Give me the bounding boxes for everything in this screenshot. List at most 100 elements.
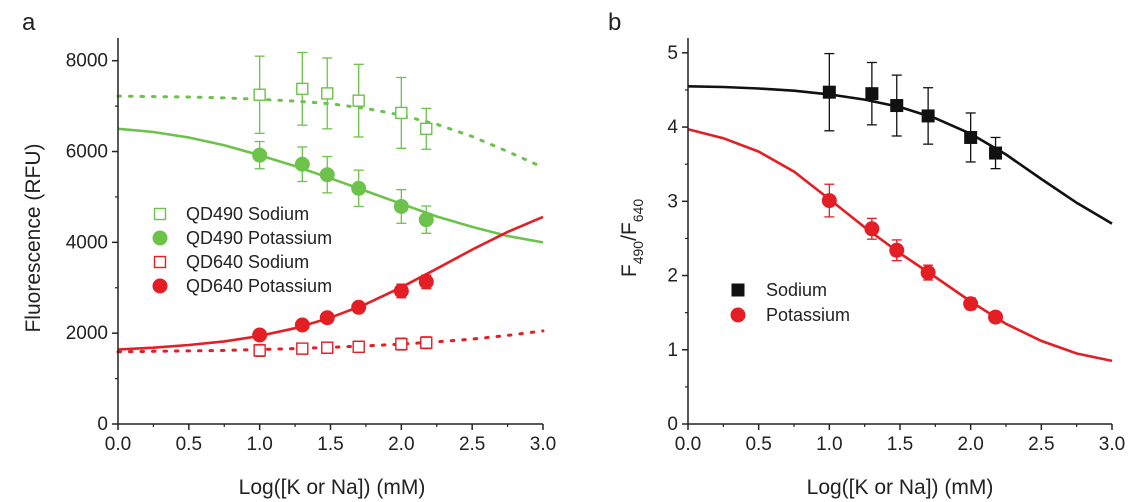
panel-a-qd640-sodium-legend-label: QD640 Sodium	[186, 252, 309, 272]
panel-a-qd490-potassium-fit-curve	[117, 127, 544, 244]
panel-a-chart: a 0.0 0.5 1.0 1.5 2.0 2.5 3.0 0 2000 4000 6000 8000…	[22, 9, 556, 499]
panel-a-qd640-sodium-point	[420, 336, 433, 349]
panel-a-qd640-potassium-point	[418, 274, 434, 290]
panel-a-qd490-sodium-point	[296, 82, 309, 96]
panel-a-y-tick-label: 2000	[66, 323, 108, 344]
panel-a-qd490-sodium-point	[253, 88, 266, 101]
panel-a-qd490-potassium-point	[294, 156, 310, 172]
panel-a-qd640-potassium-legend-label: QD640 Potassium	[186, 276, 332, 296]
panel-b-sodium-legend-label: Sodium	[766, 280, 827, 300]
panel-b-x-tick-label: 2.0	[957, 434, 983, 455]
panel-b-potassium-point	[864, 221, 880, 237]
panel-a-y-tick-label: 8000	[66, 51, 108, 72]
panel-b-y-tick-label: 0	[667, 414, 678, 435]
panel-a-qd640-potassium-point	[294, 317, 310, 333]
panel-b-y-tick-label: 2	[667, 266, 678, 287]
panel-a-qd490-potassium-legend-marker	[152, 230, 168, 246]
panel-a-qd490-potassium-series	[252, 140, 434, 234]
panel-b-x-tick-label: 0.0	[675, 434, 701, 455]
panel-a-x-tick-label: 1.5	[317, 434, 343, 455]
panel-a-qd490-potassium-point	[393, 198, 409, 214]
panel-a-qd640-potassium-point	[319, 310, 335, 326]
panel-b-label: b	[608, 9, 621, 36]
panel-a-qd490-sodium-series	[253, 51, 433, 150]
panel-a-x-axis-label: Log([K or Na]) (mM)	[239, 476, 426, 499]
panel-b-y-axis-label-main: F	[618, 264, 641, 277]
panel-b-y-tick-label: 1	[667, 340, 678, 361]
panel-b-potassium-series	[821, 183, 1004, 325]
panel-a-qd640-potassium-point	[351, 299, 367, 315]
panel-a-qd640-potassium-legend-marker	[152, 278, 168, 294]
panel-b-sodium-point	[989, 146, 1003, 160]
panel-a-qd640-potassium-point	[393, 283, 409, 299]
panel-a-x-tick-label: 3.0	[530, 434, 556, 455]
panel-a-qd490-sodium-fit-curve	[116, 94, 545, 169]
panel-a-qd640-sodium-legend-marker	[153, 255, 167, 269]
panel-b-sodium-point	[921, 109, 935, 123]
panel-b-legend: Sodium Potassium	[730, 280, 850, 325]
panel-b-chart: b 0.0 0.5 1.0 1.5 2.0 2.5 3.0 0 1 2 3 4 5 Log([K or …	[608, 9, 1125, 499]
panel-a-qd490-potassium-point	[418, 212, 434, 228]
panel-b-fit-layer	[687, 85, 1113, 363]
panel-a-qd490-sodium-legend-entry: QD490 Sodium	[153, 204, 309, 224]
panel-a-y-tick-label: 6000	[66, 142, 108, 163]
panel-a-axes: 0.0 0.5 1.0 1.5 2.0 2.5 3.0 0 2000 4000 6000 8000	[66, 38, 556, 455]
panel-b-y-tick-label: 4	[667, 117, 678, 138]
panel-a-qd640-sodium-fit-curve	[116, 329, 545, 354]
panel-a-x-tick-label: 0.0	[105, 434, 131, 455]
panel-b-potassium-point	[821, 193, 837, 209]
panel-a-qd490-potassium-legend-label: QD490 Potassium	[186, 228, 332, 248]
panel-b-potassium-legend-label: Potassium	[766, 305, 850, 325]
panel-a-qd490-sodium-legend-label: QD490 Sodium	[186, 204, 309, 224]
panel-a-qd640-sodium-series	[253, 336, 433, 357]
panel-a-y-tick-label: 0	[97, 414, 108, 435]
panel-a-qd490-potassium-point	[319, 167, 335, 183]
panel-b-potassium-point	[889, 242, 905, 258]
panel-b-y-axis-label: F490/F640	[618, 199, 646, 277]
panel-b-potassium-legend-marker	[730, 307, 746, 323]
panel-a-y-tick-label: 4000	[66, 232, 108, 253]
panel-a-qd490-potassium-point	[351, 180, 367, 196]
panel-b-x-tick-label: 1.0	[816, 434, 842, 455]
panel-a-x-tick-label: 2.0	[388, 434, 414, 455]
panel-a-x-tick-label: 1.0	[246, 434, 272, 455]
panel-a-qd490-sodium-point	[352, 94, 365, 107]
panel-a-qd640-sodium-point	[395, 337, 408, 351]
panel-a-qd490-sodium-legend-marker	[153, 207, 167, 221]
panel-b-point-layer	[821, 52, 1004, 325]
panel-a-label: a	[22, 9, 36, 36]
panel-a-qd490-potassium-legend-entry: QD490 Potassium	[152, 228, 332, 248]
panel-b-sodium-point	[964, 130, 978, 144]
panel-a-qd640-potassium-legend-entry: QD640 Potassium	[152, 276, 332, 296]
panel-b-sodium-point	[865, 87, 879, 101]
panel-b-sodium-legend-marker	[731, 283, 745, 297]
panel-b-x-tick-label: 0.5	[745, 434, 771, 455]
panel-b-y-tick-label: 5	[667, 43, 678, 64]
panel-a-y-axis-label: Fluorescence (RFU)	[22, 143, 45, 332]
panel-a-qd490-sodium-point	[321, 87, 334, 100]
panel-b-potassium-legend-entry: Potassium	[730, 305, 850, 325]
panel-a-legend: QD490 Sodium QD490 Potassium QD640 Sodium Q…	[152, 204, 332, 296]
panel-b-sodium-series	[822, 52, 1003, 170]
panel-a-qd640-sodium-point	[296, 342, 309, 355]
panel-a-x-tick-label: 2.5	[459, 434, 485, 455]
panel-b-x-tick-label: 3.0	[1099, 434, 1125, 455]
panel-b-y-axis-label-sub2: 640	[630, 199, 646, 223]
panel-b-potassium-point	[920, 265, 936, 281]
panel-b-x-axis-label: Log([K or Na]) (mM)	[807, 476, 994, 499]
panel-a-qd640-sodium-point	[321, 341, 334, 354]
panel-a-qd640-potassium-series	[252, 274, 434, 343]
panel-a-qd640-sodium-point	[352, 340, 365, 353]
panel-b-sodium-point	[822, 85, 836, 99]
panel-a-qd490-potassium-point	[252, 147, 268, 163]
panel-a-qd640-potassium-point	[252, 327, 268, 343]
panel-a-x-tick-label: 0.5	[176, 434, 202, 455]
panel-b-y-tick-label: 3	[667, 191, 678, 212]
panel-b-y-axis-label-sub1: 490	[630, 241, 646, 265]
panel-b-sodium-legend-entry: Sodium	[731, 280, 827, 300]
panel-a-qd490-sodium-point	[420, 122, 433, 136]
panel-b-sodium-point	[890, 99, 904, 113]
panel-b-axes: 0.0 0.5 1.0 1.5 2.0 2.5 3.0 0 1 2 3 4 5	[667, 38, 1125, 455]
panel-b-x-tick-label: 1.5	[887, 434, 913, 455]
